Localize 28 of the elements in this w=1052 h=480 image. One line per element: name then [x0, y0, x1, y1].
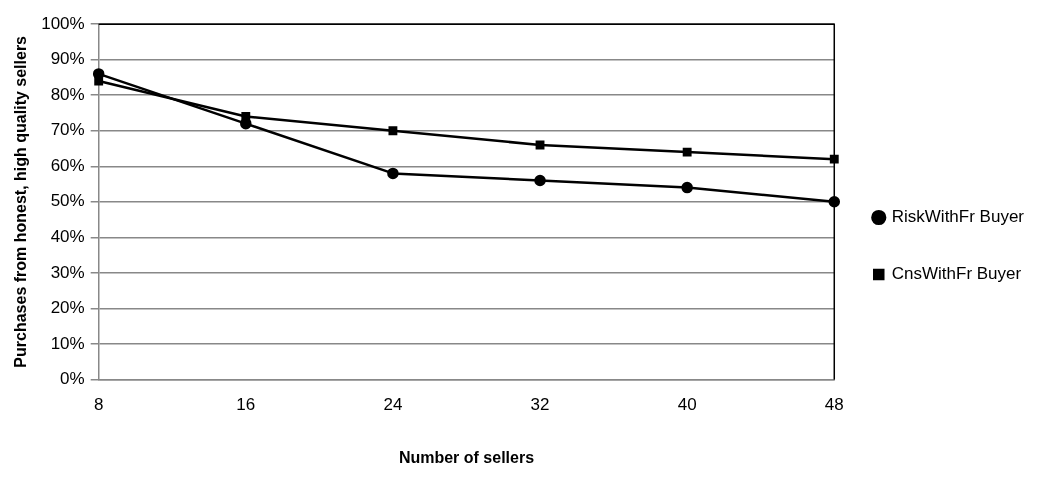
- y-tick-label: 80%: [50, 84, 85, 104]
- y-tick-label: 90%: [50, 49, 85, 69]
- x-tick-label: 40: [677, 395, 697, 415]
- x-tick-label: 8: [93, 395, 104, 415]
- point: [828, 196, 841, 208]
- y-axis-title: Purchases from honest, high quality sellers: [12, 35, 30, 368]
- y-tick-label: 70%: [50, 120, 85, 140]
- point: [534, 174, 546, 187]
- x-tick-label: 16: [236, 395, 256, 415]
- point: [388, 126, 398, 136]
- point: [682, 147, 692, 157]
- y-tick-label: 100%: [41, 13, 85, 33]
- point: [829, 154, 839, 164]
- x-tick-label: 32: [530, 395, 550, 415]
- y-tick-label: 40%: [50, 227, 85, 247]
- legend-label: CnsWithFr Buyer: [891, 264, 1022, 284]
- y-tick-label: 30%: [50, 262, 85, 282]
- point: [681, 181, 693, 194]
- y-tick-label: 0%: [60, 369, 85, 389]
- point: [387, 167, 399, 180]
- x-tick-label: 48: [824, 395, 844, 415]
- y-tick-label: 50%: [50, 191, 85, 211]
- x-axis-title: Number of sellers: [398, 448, 535, 466]
- y-tick-label: 60%: [50, 155, 85, 175]
- y-tick-label: 20%: [50, 298, 85, 318]
- x-tick-label: 24: [383, 395, 403, 415]
- legend-label: RiskWithFr Buyer: [891, 207, 1025, 227]
- y-tick-label: 10%: [50, 333, 85, 353]
